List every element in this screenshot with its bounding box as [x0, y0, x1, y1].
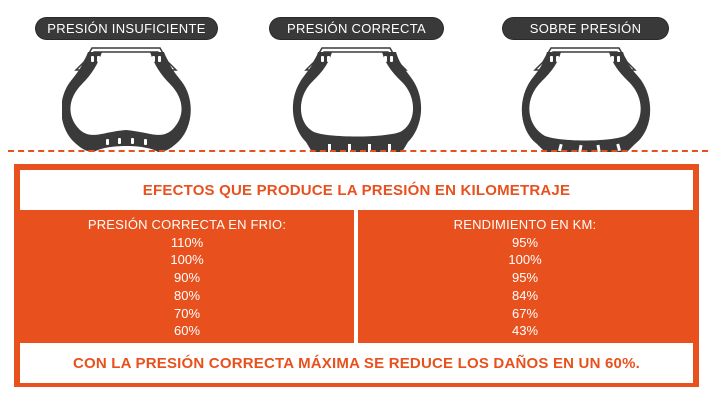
value-cell: 95% — [511, 234, 539, 250]
value-cell: 84% — [511, 287, 539, 303]
value-cell: 100% — [508, 252, 542, 268]
label-underinflated: PRESIÓN INSUFICIENTE — [36, 18, 217, 39]
mileage-effects-panel: EFECTOS QUE PRODUCE LA PRESIÓN EN KILOME… — [14, 164, 699, 387]
value-cell: 70% — [173, 305, 201, 321]
tire-correct-icon — [292, 47, 422, 152]
label-correct: PRESIÓN CORRECTA — [270, 18, 443, 39]
tire-overinflated-icon — [521, 47, 651, 153]
label-overinflated: SOBRE PRESIÓN — [503, 18, 668, 39]
tire-underinflated-icon — [62, 47, 191, 152]
column-pressure: PRESIÓN CORRECTA EN FRIO: 110% 100% 90% … — [20, 216, 354, 340]
column-divider — [354, 210, 358, 343]
column-header: RENDIMIENTO EN KM: — [453, 217, 597, 232]
value-cell: 80% — [173, 287, 201, 303]
panel-footer: CON LA PRESIÓN CORRECTA MÁXIMA SE REDUCE… — [20, 343, 693, 383]
value-cell: 110% — [170, 234, 204, 250]
value-cell: 67% — [511, 305, 539, 321]
ground-line — [8, 150, 708, 152]
value-cell: 95% — [511, 270, 539, 286]
panel-title: EFECTOS QUE PRODUCE LA PRESIÓN EN KILOME… — [20, 170, 693, 210]
value-cell: 100% — [170, 252, 204, 268]
value-cell: 90% — [173, 270, 201, 286]
column-mileage: RENDIMIENTO EN KM: 95% 100% 95% 84% 67% … — [358, 216, 692, 340]
value-cell: 60% — [173, 323, 201, 339]
value-cell: 43% — [511, 323, 539, 339]
column-header: PRESIÓN CORRECTA EN FRIO: — [87, 217, 287, 232]
